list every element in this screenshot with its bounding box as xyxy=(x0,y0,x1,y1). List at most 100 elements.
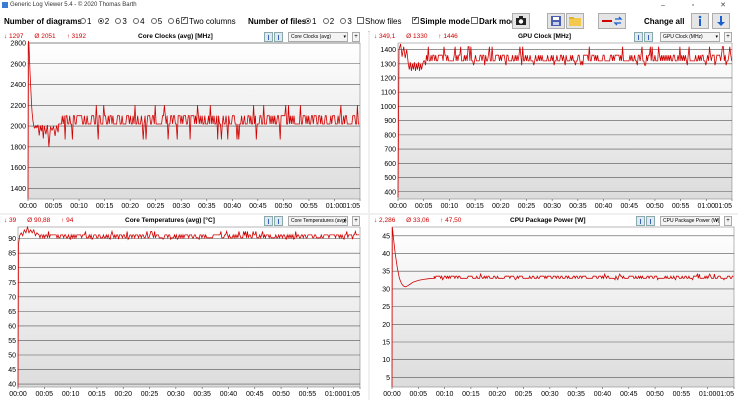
y-tick-label: 1800 xyxy=(10,144,26,151)
x-tick-label: 00:35 xyxy=(198,203,216,210)
save-button[interactable] xyxy=(547,13,565,29)
chart-core-temps: 40 45 50 55 60 65 70 75 80 85 90 00:00 00:05 00:10 00:… xyxy=(8,225,361,398)
toolbar: Number of diagrams 1 2 3 4 5 6 ✓ Two colu… xyxy=(0,11,738,32)
diagram-radio-6[interactable]: 6 xyxy=(168,17,180,26)
x-tick-label: 01:00 xyxy=(699,391,717,398)
radio-icon xyxy=(340,17,347,24)
x-tick-label: 00:50 xyxy=(275,203,293,210)
chart-panel-gpu-clock: ↓ 349,1 Ø 1330 ↑ 1446 GPU Clock [MHz] GP… xyxy=(370,31,738,213)
minimize-button[interactable]: – xyxy=(661,2,665,9)
x-tick-label: 00:55 xyxy=(673,391,691,398)
y-tick-label: 55 xyxy=(8,338,16,345)
swap-lines-button[interactable] xyxy=(598,13,626,29)
x-tick-label: 00:55 xyxy=(299,391,317,398)
panel-info-button[interactable] xyxy=(264,32,273,42)
x-tick-label: 00:20 xyxy=(114,391,132,398)
y-tick-label: 1200 xyxy=(380,75,396,82)
panel-download-button[interactable] xyxy=(644,32,653,42)
series-select[interactable]: CPU Package Power (W) xyxy=(660,216,720,226)
diagram-radio-3[interactable]: 3 xyxy=(115,17,127,26)
download-button[interactable] xyxy=(712,13,730,29)
screenshot-button[interactable] xyxy=(512,13,530,29)
y-tick-label: 50 xyxy=(8,353,16,360)
window-title: Generic Log Viewer 5.4 - © 2020 Thomas B… xyxy=(10,2,137,8)
panel-add-button[interactable]: + xyxy=(352,32,360,42)
dark-mode-checkbox[interactable]: Dark mod xyxy=(471,17,516,26)
stat-min: ↓ 1297 xyxy=(4,33,24,40)
diagram-radio-4[interactable]: 4 xyxy=(133,17,145,26)
x-tick-label: 00:20 xyxy=(488,391,506,398)
x-tick-label: 00:40 xyxy=(594,391,612,398)
x-tick-label: 00:40 xyxy=(220,391,238,398)
stat-avg: Ø 2051 xyxy=(34,33,56,40)
chart-gpu-clock: 400 500 600 700 800 900 1000 1100 1200 1300 1400 00… xyxy=(380,42,733,210)
y-tick-label: 25 xyxy=(382,304,390,311)
series-select[interactable]: Core Clocks (avg) xyxy=(288,32,348,42)
y-tick-label: 1400 xyxy=(10,186,26,193)
x-tick-label: 00:50 xyxy=(272,391,290,398)
x-tick-label: 01:00 xyxy=(326,203,344,210)
x-tick-label: 00:15 xyxy=(462,391,480,398)
info-button[interactable] xyxy=(691,13,709,29)
panel-add-button[interactable]: + xyxy=(352,216,360,226)
x-tick-label: 00:35 xyxy=(193,391,211,398)
panel-title: Core Clocks (avg) [MHz] xyxy=(138,33,213,40)
radio-icon xyxy=(322,17,329,24)
panel-info-button[interactable] xyxy=(264,216,273,226)
show-files-checkbox[interactable]: Show files xyxy=(357,17,401,26)
panel-header: ↓ 349,1 Ø 1330 ↑ 1446 GPU Clock [MHz] GP… xyxy=(370,31,738,43)
y-tick-label: 400 xyxy=(384,189,396,196)
open-file-button[interactable] xyxy=(566,13,584,29)
two-columns-checkbox[interactable]: ✓ Two columns xyxy=(181,17,236,26)
radio-icon xyxy=(305,17,311,24)
file-radio-3[interactable]: 3 xyxy=(340,17,352,26)
stat-avg: Ø 90,88 xyxy=(27,217,51,224)
panel-info-button[interactable] xyxy=(636,216,645,226)
series-line xyxy=(27,40,360,199)
diagram-radio-2[interactable]: 2 xyxy=(97,17,109,26)
y-tick-label: 10 xyxy=(382,357,390,364)
panel-download-button[interactable] xyxy=(646,216,655,226)
app-icon xyxy=(2,2,8,8)
radio-icon xyxy=(97,17,104,24)
info-icon xyxy=(698,15,702,26)
x-tick-label: 01:00 xyxy=(698,203,716,210)
diagram-radio-5[interactable]: 5 xyxy=(150,17,162,26)
stat-max: ↑ 3192 xyxy=(66,33,87,40)
panel-download-button[interactable] xyxy=(274,32,283,42)
radio-icon xyxy=(80,17,86,24)
y-tick-label: 90 xyxy=(8,236,16,243)
panel-download-button[interactable] xyxy=(274,216,283,226)
radio-icon xyxy=(133,17,140,24)
x-tick-label: 01:05 xyxy=(342,391,360,398)
x-tick-label: 00:30 xyxy=(172,203,190,210)
maximize-button[interactable]: ▫ xyxy=(691,2,695,9)
x-tick-label: 00:00 xyxy=(389,203,407,210)
down-arrow-icon xyxy=(717,16,725,26)
x-tick-label: 00:25 xyxy=(141,391,159,398)
series-select[interactable]: Core Temperatures (avg) xyxy=(288,216,348,226)
checkmark-icon: ✓ xyxy=(181,17,188,25)
series-select[interactable]: GPU Clock (MHz) xyxy=(660,32,720,42)
panel-add-button[interactable]: + xyxy=(724,216,732,226)
file-radio-1[interactable]: 1 xyxy=(305,17,316,26)
save-icon xyxy=(551,16,561,26)
y-tick-label: 900 xyxy=(384,118,396,125)
stat-avg: Ø 33,06 xyxy=(406,217,430,224)
file-radio-2[interactable]: 2 xyxy=(322,17,334,26)
y-tick-label: 600 xyxy=(384,161,396,168)
simple-mode-checkbox[interactable]: ✓ Simple mode xyxy=(412,17,470,26)
panel-info-button[interactable] xyxy=(634,32,643,42)
close-button[interactable]: ✕ xyxy=(720,2,726,9)
y-tick-label: 1400 xyxy=(380,47,396,54)
diagram-radio-1[interactable]: 1 xyxy=(80,17,91,26)
panel-header: ↓ 2,286 Ø 33,06 ↑ 47,50 CPU Package Powe… xyxy=(370,215,738,227)
x-tick-label: 00:40 xyxy=(224,203,242,210)
y-tick-label: 2800 xyxy=(10,41,26,48)
y-tick-label: 30 xyxy=(382,286,390,293)
file-count-radio-group: 1 2 3 xyxy=(305,17,352,26)
checkbox-icon xyxy=(471,17,478,25)
panel-add-button[interactable]: + xyxy=(724,32,732,42)
y-tick-label: 40 xyxy=(8,382,16,389)
y-tick-label: 1300 xyxy=(380,61,396,68)
